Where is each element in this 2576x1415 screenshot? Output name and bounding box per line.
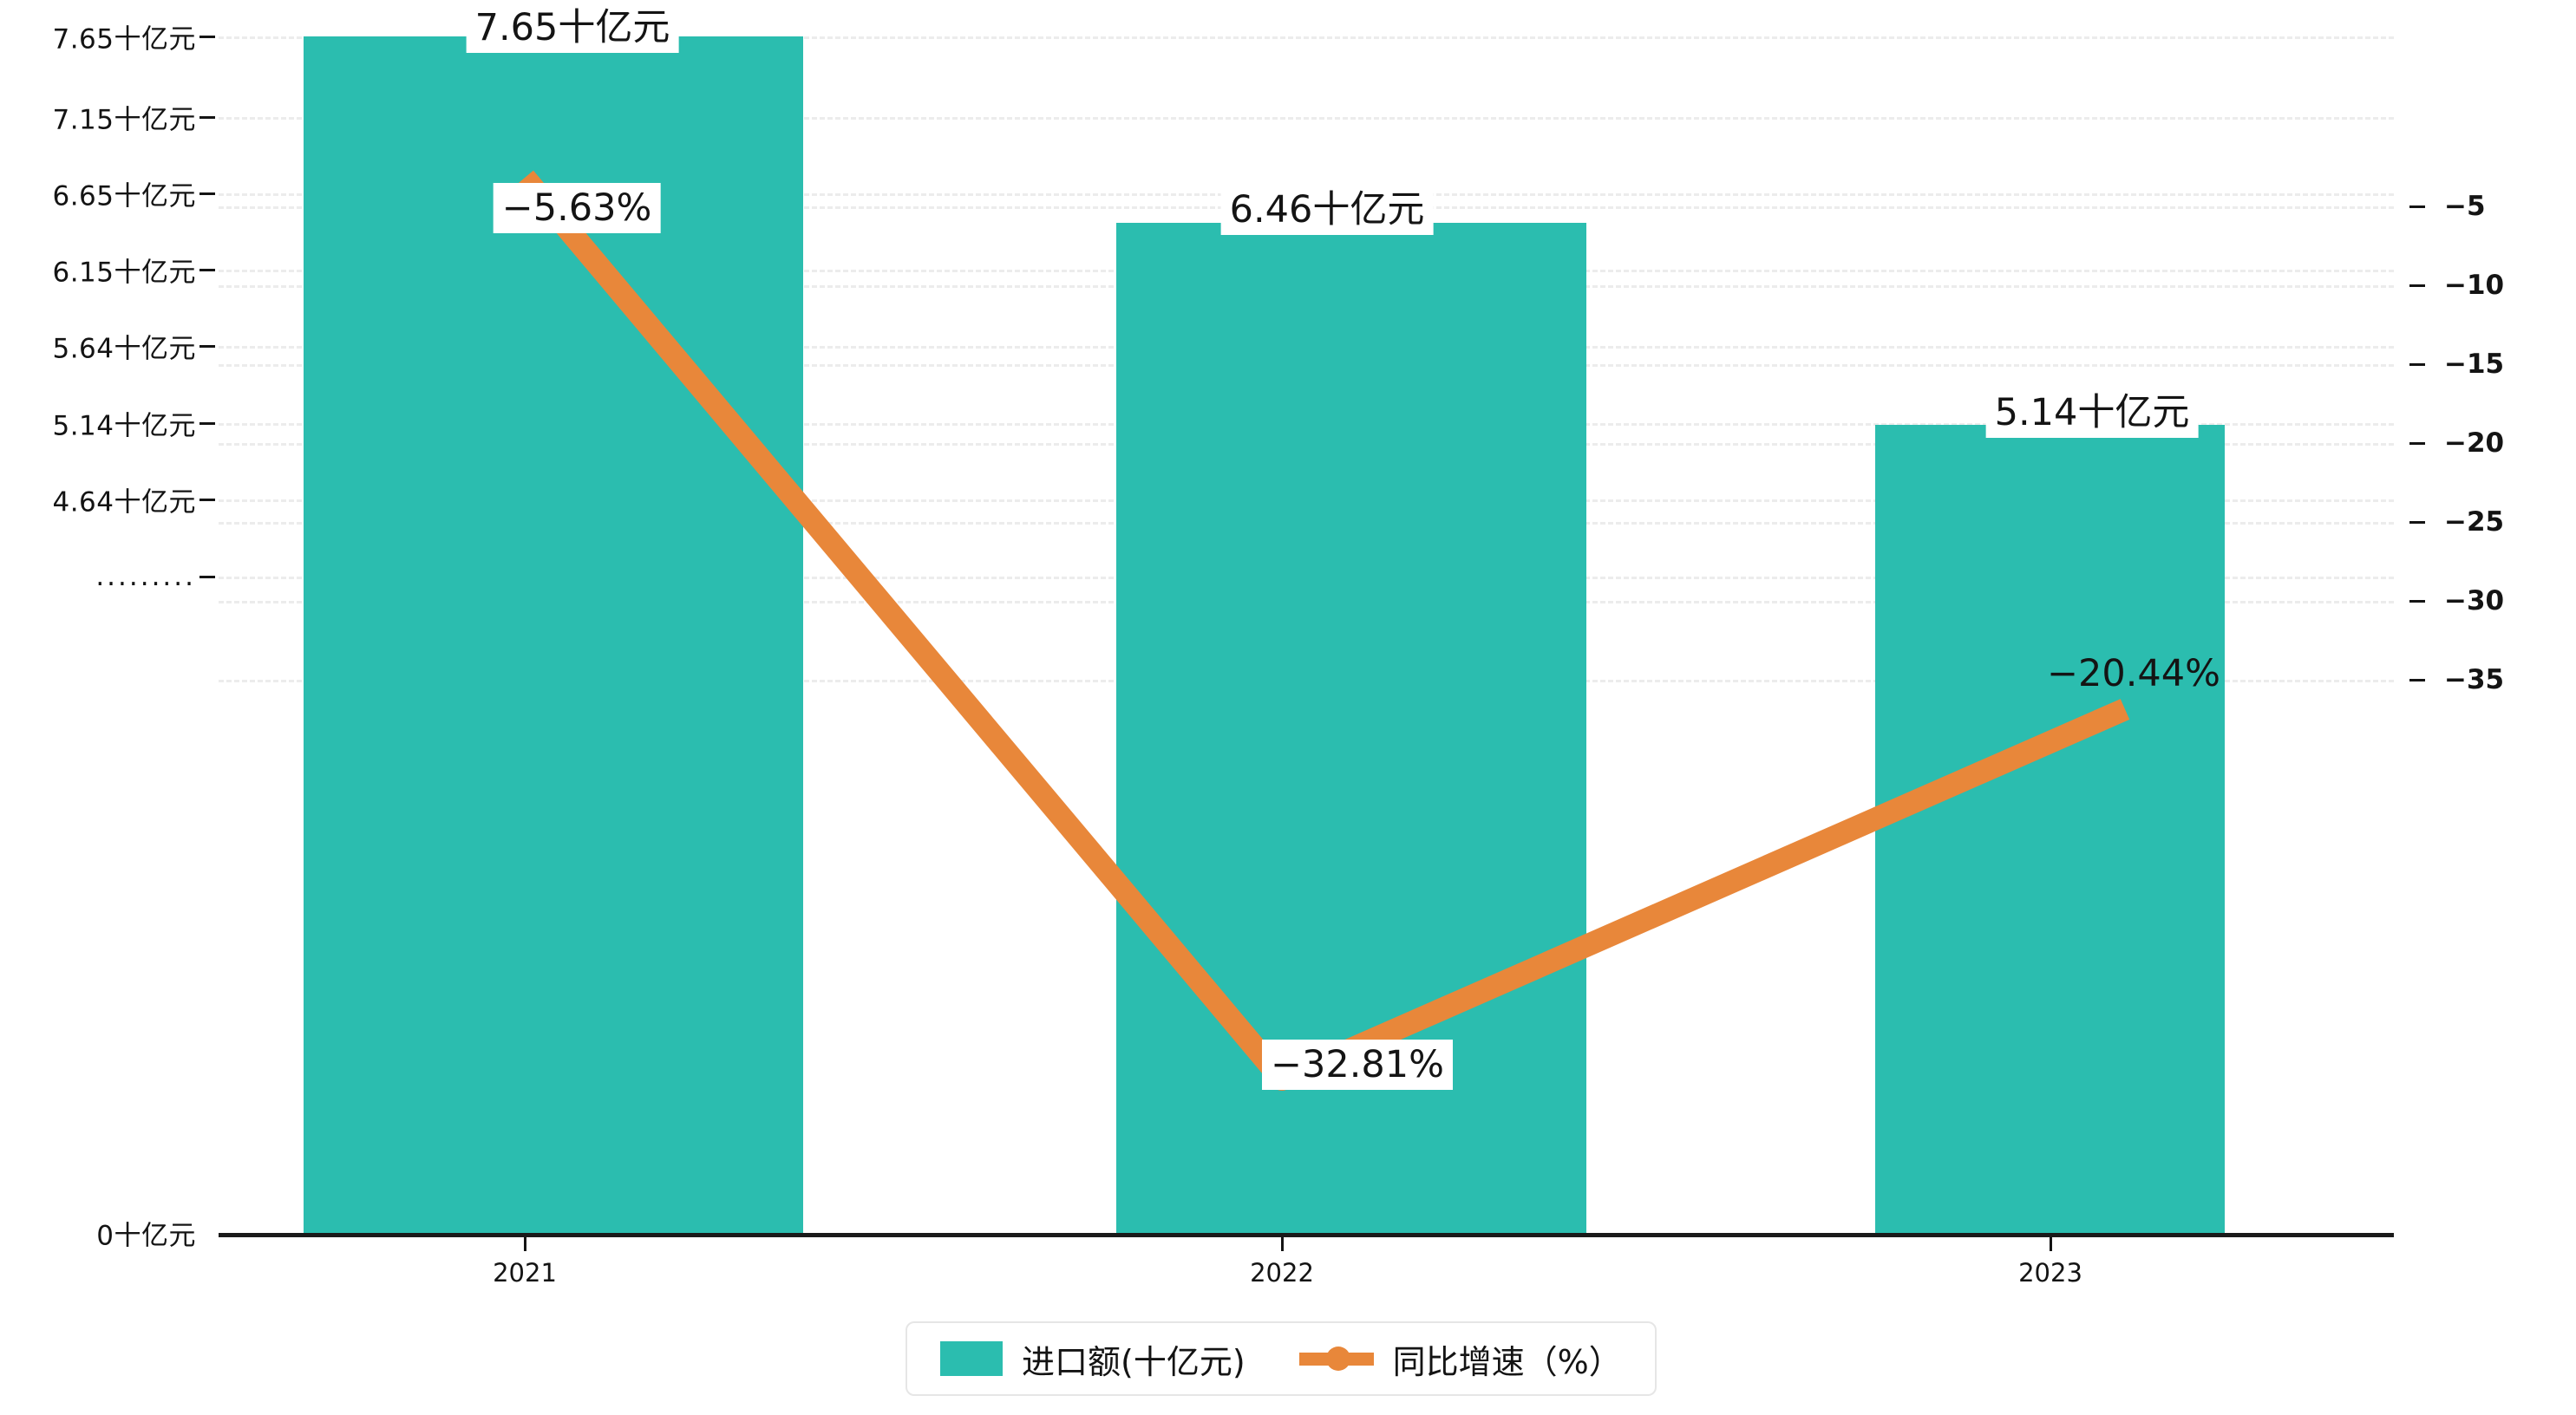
growth-value-label-2021: −5.63%: [493, 183, 661, 233]
x-tick-mark: [523, 1237, 526, 1251]
x-tick-label: 2023: [2018, 1258, 2082, 1288]
growth-value-label-2023: −20.44%: [2047, 652, 2220, 695]
y-tick-mark: [199, 192, 215, 195]
y-tick-mark: [199, 421, 215, 425]
y-tick-mark-right: [2409, 599, 2425, 603]
y-tick-mark-right: [2409, 205, 2425, 208]
legend-label-import-value: 进口额(十亿元): [1022, 1342, 1246, 1381]
y-tick-label: .........: [95, 561, 196, 592]
y-tick-mark: [199, 575, 215, 578]
y-tick-mark-right: [2409, 520, 2425, 524]
x-tick-label: 2021: [493, 1258, 557, 1288]
y-tick-label: 0十亿元: [96, 1220, 196, 1252]
gridline: [219, 36, 2394, 39]
y-tick-label-right: −30: [2444, 585, 2505, 616]
growth-value-label-2022: −32.81%: [1262, 1040, 1453, 1090]
y-tick-label: 6.15十亿元: [52, 257, 196, 289]
y-tick-label: 6.65十亿元: [52, 180, 196, 212]
y-tick-mark-right: [2409, 284, 2425, 287]
y-tick-mark-right: [2409, 678, 2425, 681]
y-tick-mark-right: [2409, 362, 2425, 366]
y-tick-mark: [199, 344, 215, 348]
y-tick-mark: [199, 268, 215, 271]
y-tick-label: 5.14十亿元: [52, 410, 196, 442]
bar-swatch-icon: [940, 1341, 1003, 1376]
legend-item-growth-rate[interactable]: 同比增速（%）: [1298, 1335, 1622, 1383]
bar-value-label-2021: 7.65十亿元: [466, 3, 679, 53]
y-tick-label-right: −15: [2444, 349, 2505, 380]
x-tick-label: 2022: [1250, 1258, 1314, 1288]
y-tick-mark: [199, 498, 215, 501]
y-tick-label: 7.15十亿元: [52, 104, 196, 136]
bar-value-label-2023: 5.14十亿元: [1985, 388, 2199, 438]
legend-item-import-value[interactable]: 进口额(十亿元): [940, 1335, 1246, 1383]
y-tick-label: 5.64十亿元: [52, 333, 196, 365]
y-tick-label-right: −25: [2444, 506, 2505, 538]
y-tick-mark: [199, 115, 215, 119]
x-axis-line: [219, 1233, 2394, 1237]
line-marker-swatch-icon: [1298, 1341, 1374, 1376]
y-tick-label: 7.65十亿元: [52, 23, 196, 55]
y-tick-mark: [199, 35, 215, 38]
y-tick-label-right: −35: [2444, 664, 2505, 695]
y-tick-label-right: −5: [2444, 191, 2486, 222]
x-tick-mark: [1280, 1237, 1284, 1251]
legend-label-growth-rate: 同比增速（%）: [1392, 1342, 1622, 1381]
bar-2023[interactable]: [1875, 425, 2225, 1233]
y-tick-label-right: −20: [2444, 427, 2505, 459]
y-tick-label: 4.64十亿元: [52, 486, 196, 518]
x-tick-mark: [2049, 1237, 2052, 1251]
gridline: [219, 117, 2394, 120]
y-tick-mark-right: [2409, 441, 2425, 445]
y-tick-label-right: −10: [2444, 270, 2505, 301]
chart-legend: 进口额(十亿元) 同比增速（%）: [906, 1321, 1657, 1396]
bar-value-label-2022: 6.46十亿元: [1220, 185, 1434, 235]
